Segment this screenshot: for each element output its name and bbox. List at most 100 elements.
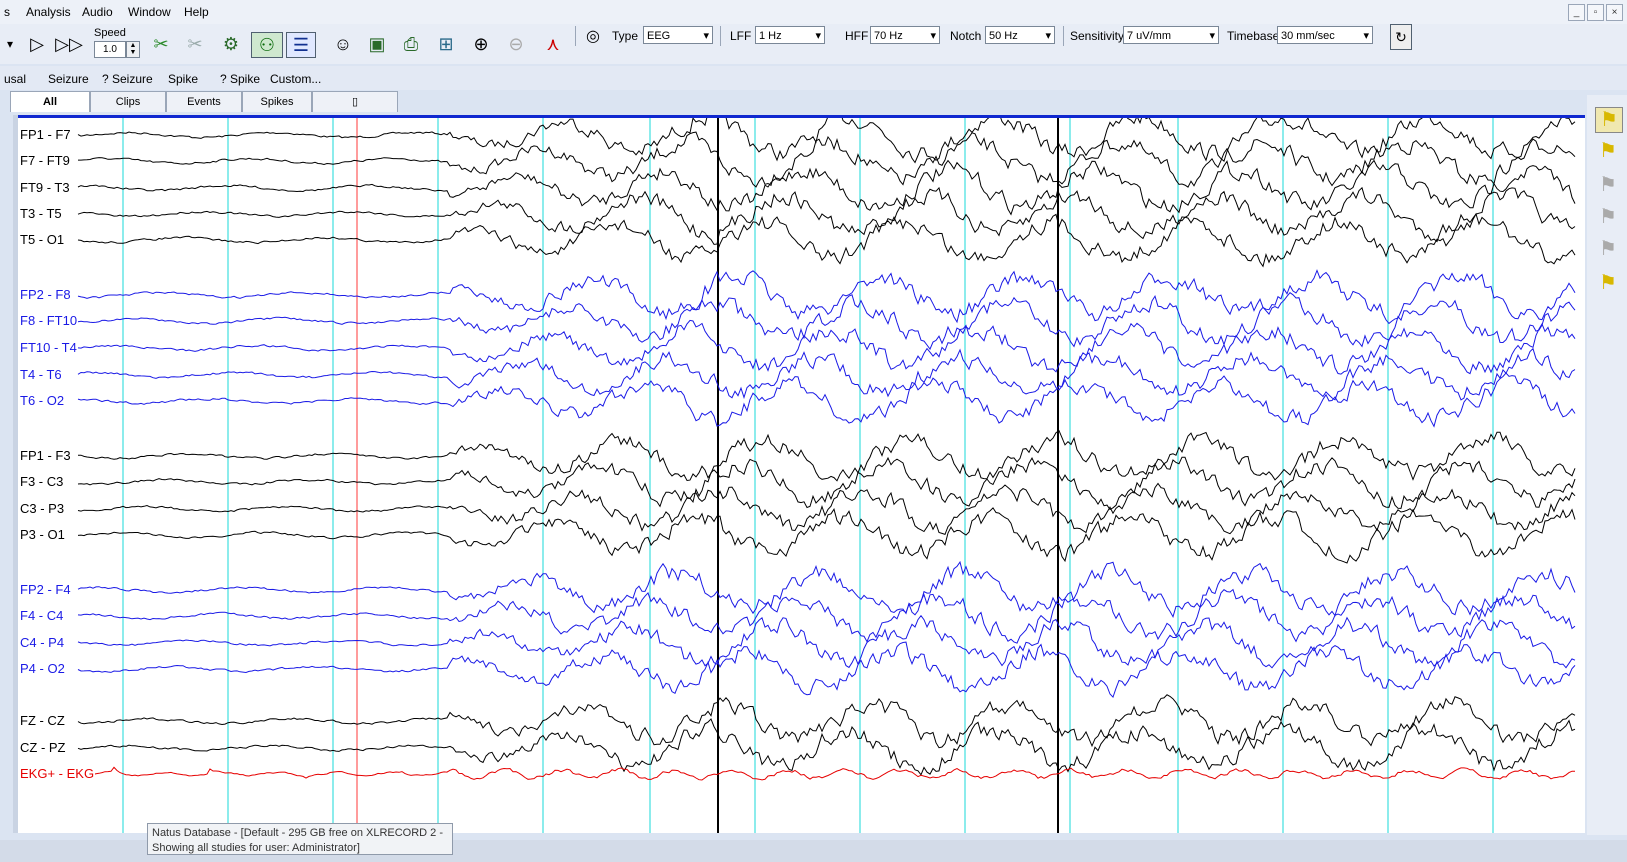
channel-label[interactable]: F8 - FT10 bbox=[20, 313, 79, 328]
channel-label[interactable]: T6 - O2 bbox=[20, 393, 66, 408]
flag-toolbar: ⚑ ⚑ ⚑ ⚑ ⚑ ⚑ bbox=[1587, 95, 1627, 835]
toolbar-separator bbox=[575, 26, 576, 46]
eeg-trace bbox=[77, 319, 1576, 375]
video-person-icon[interactable]: ☺ bbox=[333, 33, 353, 54]
close-button[interactable]: × bbox=[1606, 4, 1623, 21]
flag-icon[interactable]: ⚑ bbox=[1599, 140, 1617, 162]
print-icon[interactable]: ⎙ bbox=[403, 33, 419, 54]
channel-label[interactable]: F7 - FT9 bbox=[20, 153, 71, 168]
event-possible-spike-button[interactable]: ? Spike bbox=[220, 72, 261, 86]
speed-input[interactable]: 1.0 bbox=[94, 41, 126, 58]
eeg-waveform-area[interactable]: FP1 - F7 F7 - FT9 FT9 - T3 T3 - T5 T5 - O1 FP… bbox=[18, 115, 1585, 833]
montage-icon[interactable]: ⚙ bbox=[222, 33, 240, 54]
channel-label[interactable]: CZ - PZ bbox=[20, 740, 67, 755]
tab-spikes[interactable]: Spikes bbox=[242, 91, 312, 112]
channel-label[interactable]: C4 - P4 bbox=[20, 635, 66, 650]
minimize-button[interactable]: _ bbox=[1568, 4, 1585, 21]
waveform-view-icon[interactable]: ☰ bbox=[286, 32, 316, 58]
note-icon: ▯ bbox=[351, 96, 359, 108]
menu-audio[interactable]: Audio bbox=[82, 5, 113, 19]
restore-button[interactable]: ▫ bbox=[1587, 4, 1604, 21]
status-tooltip: Natus Database - [Default - 295 GB free … bbox=[147, 823, 453, 855]
spike-marker-icon[interactable]: ⋏ bbox=[546, 33, 560, 54]
eeg-traces bbox=[77, 118, 1576, 833]
event-possible-seizure-button[interactable]: ? Seizure bbox=[102, 72, 153, 86]
eeg-trace bbox=[77, 641, 1576, 699]
status-line-1: Natus Database - [Default - 295 GB free … bbox=[152, 827, 444, 839]
eeg-trace bbox=[77, 560, 1576, 618]
dropdown-arrow-icon[interactable]: ▾ bbox=[6, 37, 14, 51]
flag-icon[interactable]: ⚑ bbox=[1599, 272, 1617, 294]
camera-icon[interactable]: ▣ bbox=[368, 33, 386, 54]
event-seizure-button[interactable]: Seizure bbox=[48, 72, 89, 86]
fast-forward-icon[interactable]: ▷▷ bbox=[55, 33, 83, 54]
channel-label[interactable]: C3 - P3 bbox=[20, 501, 66, 516]
add-event-icon[interactable]: ✂ bbox=[153, 33, 169, 54]
zoom-in-icon[interactable]: ⊕ bbox=[473, 33, 489, 54]
channel-label[interactable]: P4 - O2 bbox=[20, 661, 66, 676]
flag-icon[interactable]: ⚑ bbox=[1595, 107, 1623, 133]
menu-window[interactable]: Window bbox=[128, 5, 171, 19]
channel-label[interactable]: FP2 - F8 bbox=[20, 287, 72, 302]
timebase-label: Timebase bbox=[1227, 29, 1280, 43]
eeg-trace bbox=[77, 429, 1576, 482]
channel-label[interactable]: FT10 - T4 bbox=[20, 340, 78, 355]
toolbar-separator bbox=[1063, 26, 1064, 46]
channel-label[interactable]: FP2 - F4 bbox=[20, 582, 72, 597]
notch-select[interactable]: 50 Hz bbox=[985, 26, 1055, 45]
lff-label: LFF bbox=[730, 29, 752, 43]
eeg-trace bbox=[77, 694, 1576, 749]
tab-notes[interactable]: ▯ bbox=[312, 91, 398, 112]
hff-select[interactable]: 70 Hz bbox=[870, 26, 940, 45]
channel-label[interactable]: F4 - C4 bbox=[20, 608, 65, 623]
eeg-trace bbox=[77, 456, 1576, 511]
menu-bar: s Analysis Audio Window Help _ ▫ × bbox=[0, 0, 1627, 24]
menu-help[interactable]: Help bbox=[184, 5, 209, 19]
channel-label[interactable]: FT9 - T3 bbox=[20, 180, 71, 195]
channel-label[interactable]: T3 - T5 bbox=[20, 206, 63, 221]
impedance-icon[interactable]: ◎ bbox=[586, 28, 600, 45]
menu-analysis[interactable]: Analysis bbox=[26, 5, 71, 19]
eeg-trace bbox=[77, 118, 1576, 164]
eeg-trace bbox=[77, 372, 1576, 428]
channel-label[interactable]: FP1 - F3 bbox=[20, 448, 72, 463]
eeg-trace bbox=[77, 614, 1576, 669]
notch-label: Notch bbox=[950, 29, 982, 43]
lff-select[interactable]: 1 Hz bbox=[755, 26, 825, 45]
network-icon[interactable]: ⊞ bbox=[438, 33, 454, 54]
tab-all[interactable]: All bbox=[10, 91, 90, 112]
speed-stepper[interactable]: ▲ ▼ bbox=[126, 41, 140, 58]
tab-clips[interactable]: Clips bbox=[90, 91, 166, 112]
play-icon[interactable]: ▷ bbox=[30, 33, 44, 54]
toolbar-separator bbox=[720, 26, 721, 46]
eeg-trace bbox=[77, 347, 1576, 401]
zoom-out-icon[interactable]: ⊖ bbox=[508, 33, 524, 54]
flag-icon[interactable]: ⚑ bbox=[1599, 206, 1617, 228]
channel-label[interactable]: T5 - O1 bbox=[20, 232, 66, 247]
event-custom-button[interactable]: Custom... bbox=[270, 72, 322, 86]
eeg-trace bbox=[77, 718, 1576, 776]
event-arousal-button[interactable]: usal bbox=[4, 72, 27, 86]
event-spike-button[interactable]: Spike bbox=[168, 72, 199, 86]
refresh-icon[interactable]: ↻ bbox=[1390, 24, 1412, 50]
eeg-trace bbox=[77, 269, 1576, 325]
eeg-trace bbox=[77, 159, 1576, 216]
speed-label: Speed bbox=[94, 27, 126, 39]
channel-label[interactable]: F3 - C3 bbox=[20, 474, 65, 489]
menu-file-partial[interactable]: s bbox=[4, 5, 10, 19]
tab-events[interactable]: Events bbox=[166, 91, 242, 112]
timebase-select[interactable]: 30 mm/sec bbox=[1277, 26, 1373, 45]
remove-event-icon[interactable]: ✂ bbox=[187, 33, 203, 54]
channel-label[interactable]: EKG+ - EKG bbox=[20, 766, 96, 781]
channel-label[interactable]: T4 - T6 bbox=[20, 367, 63, 382]
flag-icon[interactable]: ⚑ bbox=[1599, 238, 1617, 260]
channel-label[interactable]: FP1 - F7 bbox=[20, 127, 72, 142]
type-select[interactable]: EEG bbox=[643, 26, 713, 45]
channel-label[interactable]: P3 - O1 bbox=[20, 527, 66, 542]
flag-icon[interactable]: ⚑ bbox=[1599, 174, 1617, 196]
sensitivity-select[interactable]: 7 uV/mm bbox=[1123, 26, 1219, 45]
people-view-icon[interactable]: ⚇ bbox=[251, 32, 283, 58]
event-buttons-bar: usal Seizure ? Seizure Spike ? Spike Cus… bbox=[0, 66, 1627, 90]
type-label: Type bbox=[612, 29, 639, 43]
channel-label[interactable]: FZ - CZ bbox=[20, 713, 66, 728]
